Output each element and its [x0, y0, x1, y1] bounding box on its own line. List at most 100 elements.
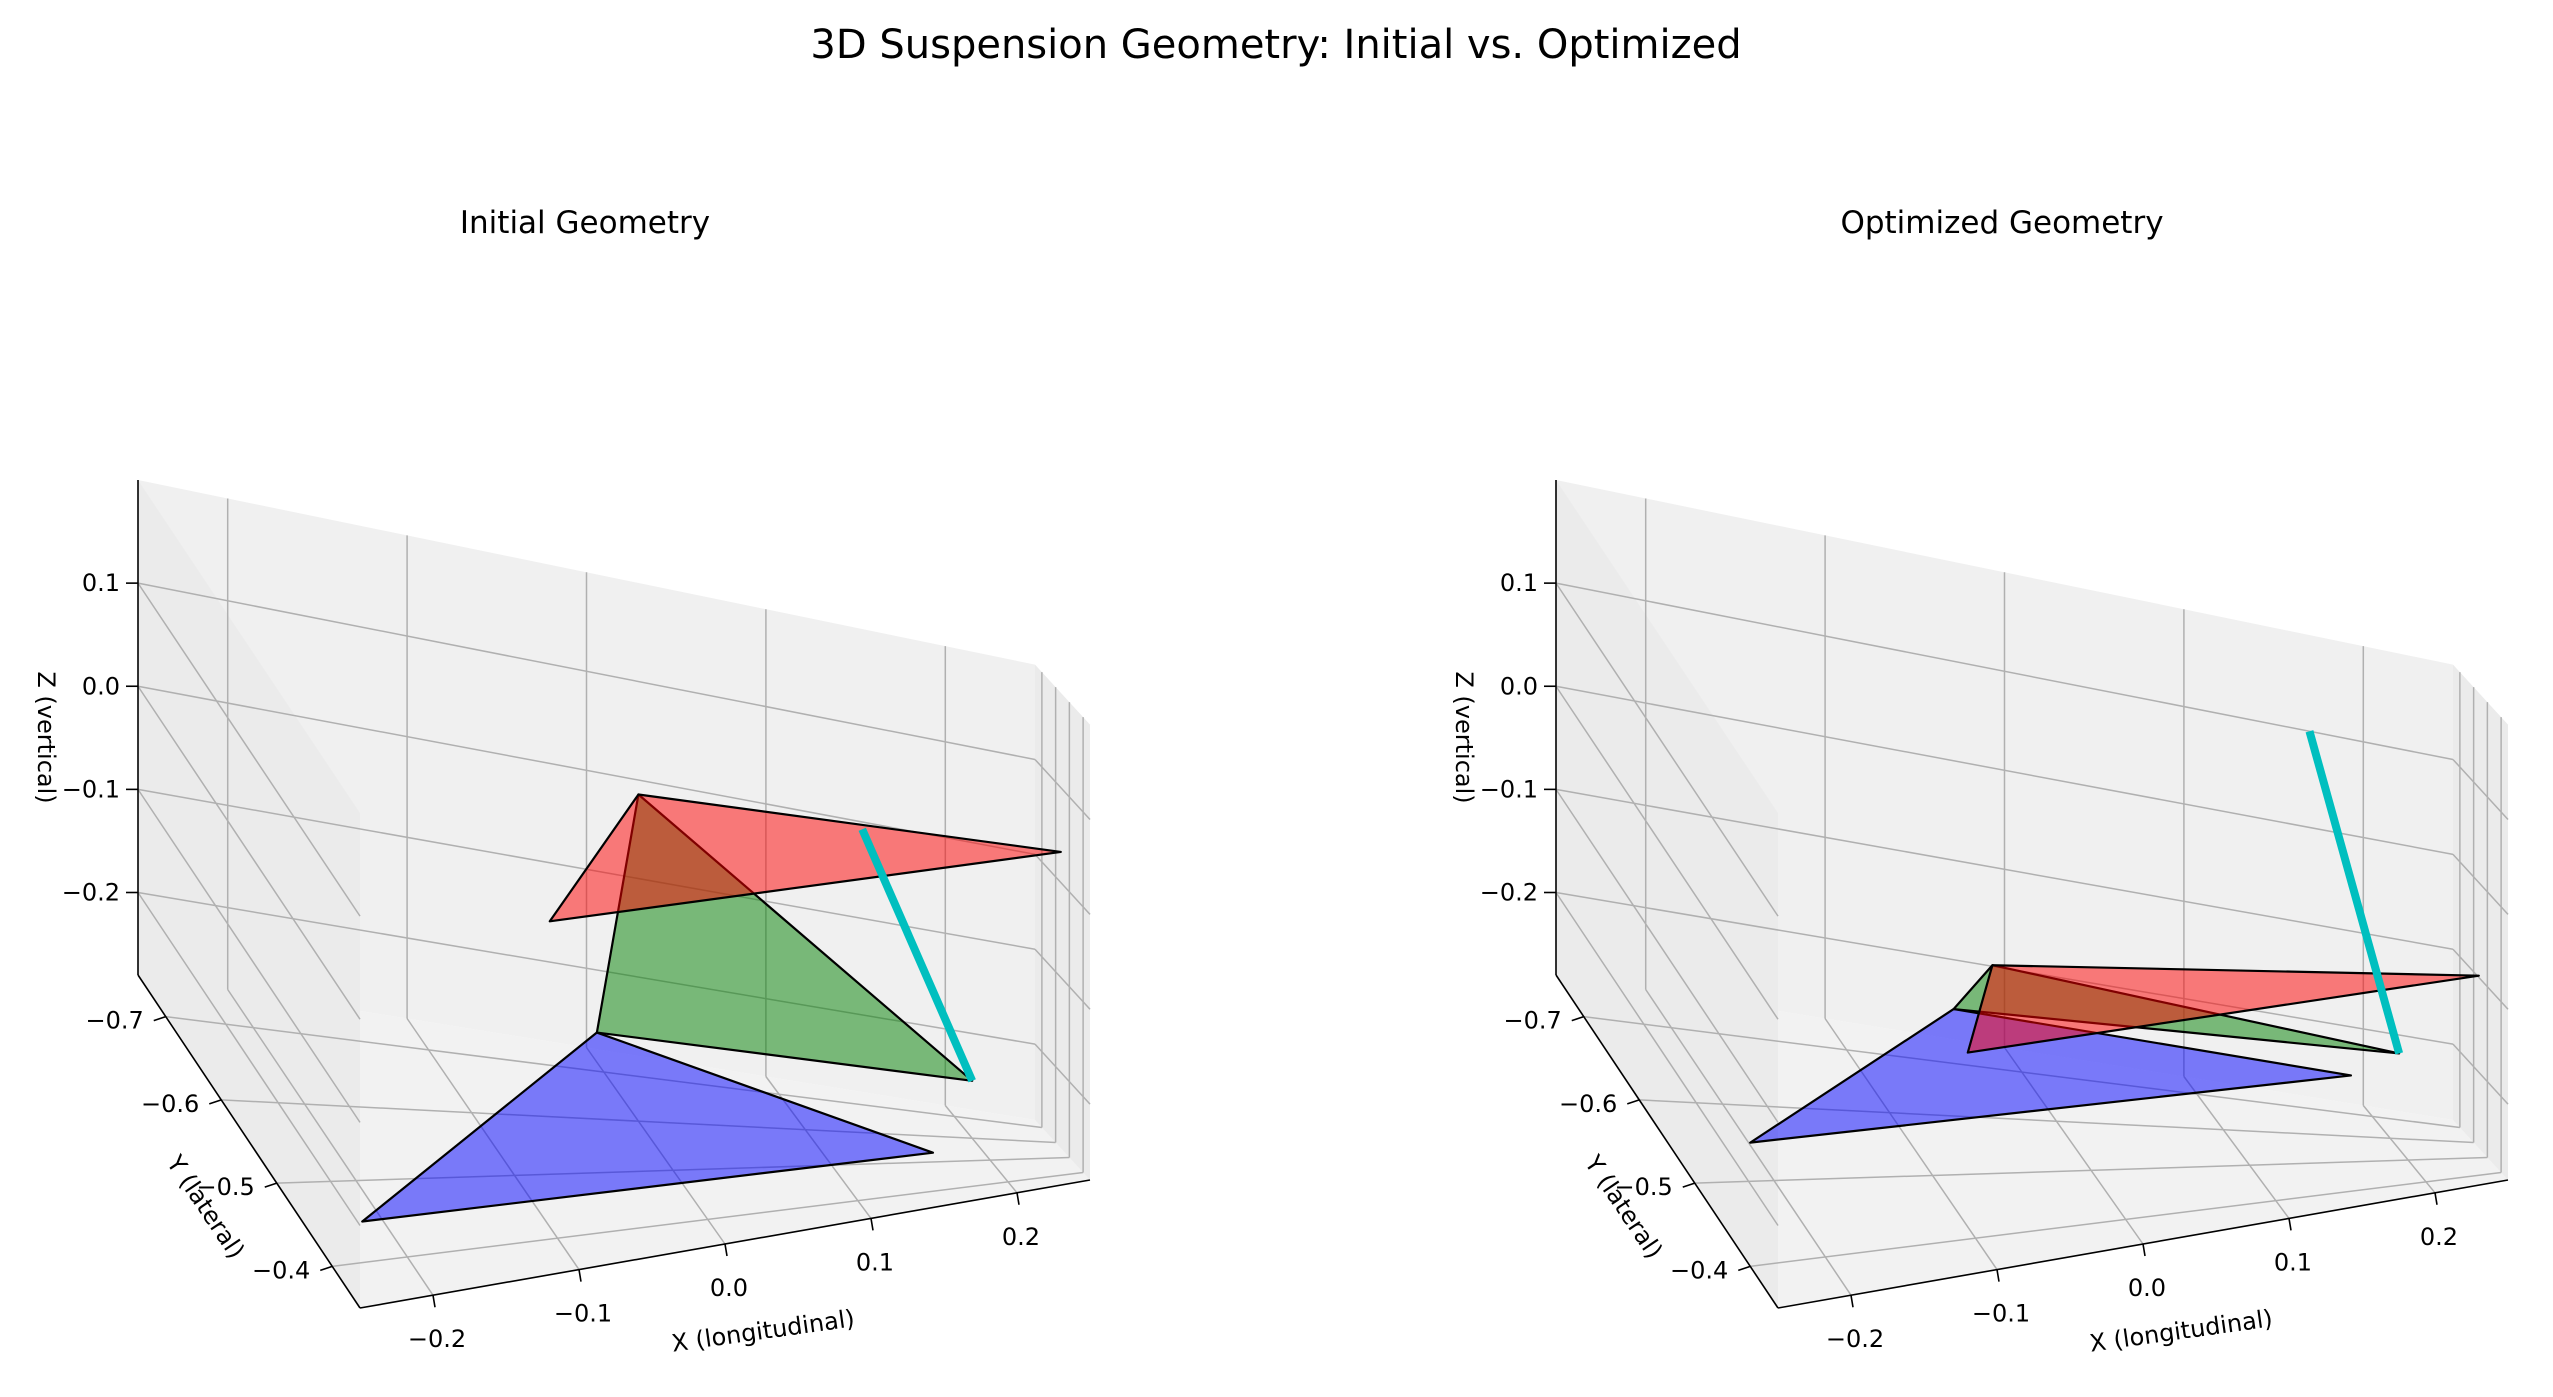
grid-line-x — [2183, 1076, 2290, 1219]
grid-line-x — [227, 989, 434, 1296]
y-tick-mark — [264, 1182, 278, 1188]
grid-line-z-left — [1555, 892, 1779, 1226]
x-tick-mark — [432, 1295, 436, 1308]
left-pane — [1556, 480, 1778, 1308]
grid-line-y — [332, 1171, 1084, 1268]
y-tick-label: −0.6 — [1559, 1090, 1617, 1118]
axes-ticks: −0.2 −0.1 0.0 0.1 0.2 −0.4 −0.5 −0.6 −0.7 0.1 0.0 −… — [1480, 480, 2509, 1353]
z-tick-label: −0.1 — [1480, 775, 1538, 803]
y-tick-mark — [153, 1015, 167, 1022]
lower-control-arm — [1749, 1007, 2353, 1144]
grid-line-x — [1824, 1018, 1998, 1271]
subplot-title: Initial Geometry — [460, 205, 710, 241]
grid-line-z-side — [1034, 853, 1091, 915]
x-tick-label: 0.0 — [2128, 1274, 2166, 1302]
y-tick-mark — [1737, 1265, 1751, 1272]
plot-marks — [1749, 730, 2480, 1144]
x-tick-mark — [2288, 1218, 2292, 1231]
x-tick-mark — [724, 1243, 728, 1257]
x-tick-label: 0.1 — [856, 1248, 894, 1276]
grid-line-z — [137, 685, 1036, 856]
x-tick-mark — [2434, 1192, 2438, 1205]
grid-line-z — [1555, 788, 2454, 950]
z-tick-label: 0.1 — [1500, 569, 1538, 597]
y-tick-mark — [1682, 1182, 1696, 1188]
grid-line-z-side — [1034, 758, 1091, 820]
y-axis-label: Y (lateral) — [161, 1150, 251, 1264]
y-tick-label: −0.4 — [1670, 1256, 1728, 1284]
x-tick-mark — [1850, 1295, 1854, 1308]
y-axis-line — [137, 974, 361, 1309]
subplot-title: Optimized Geometry — [1840, 205, 2163, 241]
z-tick-label: 0.1 — [82, 569, 120, 597]
grid-line-z — [137, 582, 1036, 761]
x-axis-label: X (longitudinal) — [670, 1304, 856, 1357]
x-tick-mark — [578, 1269, 582, 1282]
y-tick-mark — [1626, 1099, 1640, 1105]
grid-line-z-left — [1555, 582, 1779, 917]
z-tick-label: −0.2 — [62, 879, 120, 907]
z-axis-label: Z (vertical) — [32, 671, 60, 803]
y-tick-mark — [319, 1265, 333, 1272]
x-tick-label: 0.2 — [2420, 1223, 2458, 1251]
grid-line-z-side — [2452, 948, 2509, 1010]
figure-title: 3D Suspension Geometry: Initial vs. Opti… — [810, 22, 1741, 68]
y-tick-mark — [1571, 1015, 1585, 1022]
z-tick-label: 0.0 — [82, 672, 120, 700]
y-axis-label: Y (lateral) — [1579, 1150, 1669, 1264]
x-tick-label: −0.1 — [554, 1300, 612, 1328]
y-tick-label: −0.4 — [252, 1256, 310, 1284]
grid-line-z-side — [1034, 1043, 1091, 1105]
z-tick-label: −0.1 — [62, 775, 120, 803]
grid-line-x — [1645, 989, 1852, 1296]
grid-line-z-left — [137, 892, 361, 1226]
x-tick-mark — [1016, 1192, 1020, 1205]
grid-line-y — [1694, 1156, 2488, 1184]
x-tick-label: −0.2 — [1826, 1325, 1884, 1353]
upper-control-arm — [548, 793, 1062, 923]
grid-line-z-left — [1555, 685, 1779, 1020]
floor-pane — [1556, 975, 2508, 1308]
subplot-optimized-geometry: Optimized Geometry −0.2 −0.1 0.0 0.1 0.2 −0.4… — [1450, 205, 2509, 1358]
z-tick-label: −0.2 — [1480, 879, 1538, 907]
grid-line-z-left — [137, 582, 361, 917]
y-tick-label: −0.7 — [1503, 1007, 1561, 1035]
subplot-initial-geometry: Initial Geometry −0.2−0.10.00.10.2−0.4−0… — [32, 205, 1091, 1358]
grid-line-z-side — [2452, 758, 2509, 820]
grid-line-z — [1555, 685, 2454, 856]
tie-rod — [858, 827, 976, 1083]
x-tick-label: 0.0 — [710, 1274, 748, 1302]
x-tick-label: −0.2 — [408, 1325, 466, 1353]
x-tick-label: 0.2 — [1002, 1223, 1040, 1251]
side-pane — [1035, 664, 1090, 1180]
side-pane — [2453, 664, 2508, 1180]
tie-rod — [2305, 730, 2404, 1055]
upper-control-arm — [1966, 964, 2480, 1054]
grid-line-x — [944, 1105, 1018, 1194]
y-tick-label: −0.5 — [1614, 1173, 1672, 1201]
grid-line-z-side — [1034, 948, 1091, 1010]
grid-line-x — [2362, 1105, 2436, 1194]
grid-line-z — [1555, 582, 2454, 761]
x-tick-mark — [2142, 1243, 2146, 1257]
plot-marks — [361, 793, 1062, 1223]
lower-control-arm — [361, 1031, 935, 1223]
x-tick-label: −0.1 — [1972, 1300, 2030, 1328]
x-axis-label: X (longitudinal) — [2088, 1304, 2274, 1357]
y-tick-label: −0.7 — [85, 1007, 143, 1035]
grid-line-z-side — [2452, 853, 2509, 915]
grid-line-y — [1639, 1099, 2474, 1144]
y-tick-label: −0.5 — [196, 1173, 254, 1201]
x-tick-mark — [870, 1218, 874, 1231]
axes-ticks: −0.2 −0.1 0.0 0.1 0.2 −0.4 −0.5 −0.6 −0.7 0.1 0.0 −… — [62, 480, 1091, 1353]
x-tick-mark — [1996, 1269, 2000, 1282]
left-pane — [138, 480, 360, 1308]
grid-line-y — [1750, 1171, 2502, 1268]
axes-grid — [1555, 498, 2509, 1296]
y-tick-label: −0.6 — [141, 1090, 199, 1118]
grid-line-z-left — [137, 685, 361, 1020]
z-axis-label: Z (vertical) — [1450, 671, 1478, 803]
z-tick-label: 0.0 — [1500, 672, 1538, 700]
y-tick-mark — [208, 1099, 222, 1105]
